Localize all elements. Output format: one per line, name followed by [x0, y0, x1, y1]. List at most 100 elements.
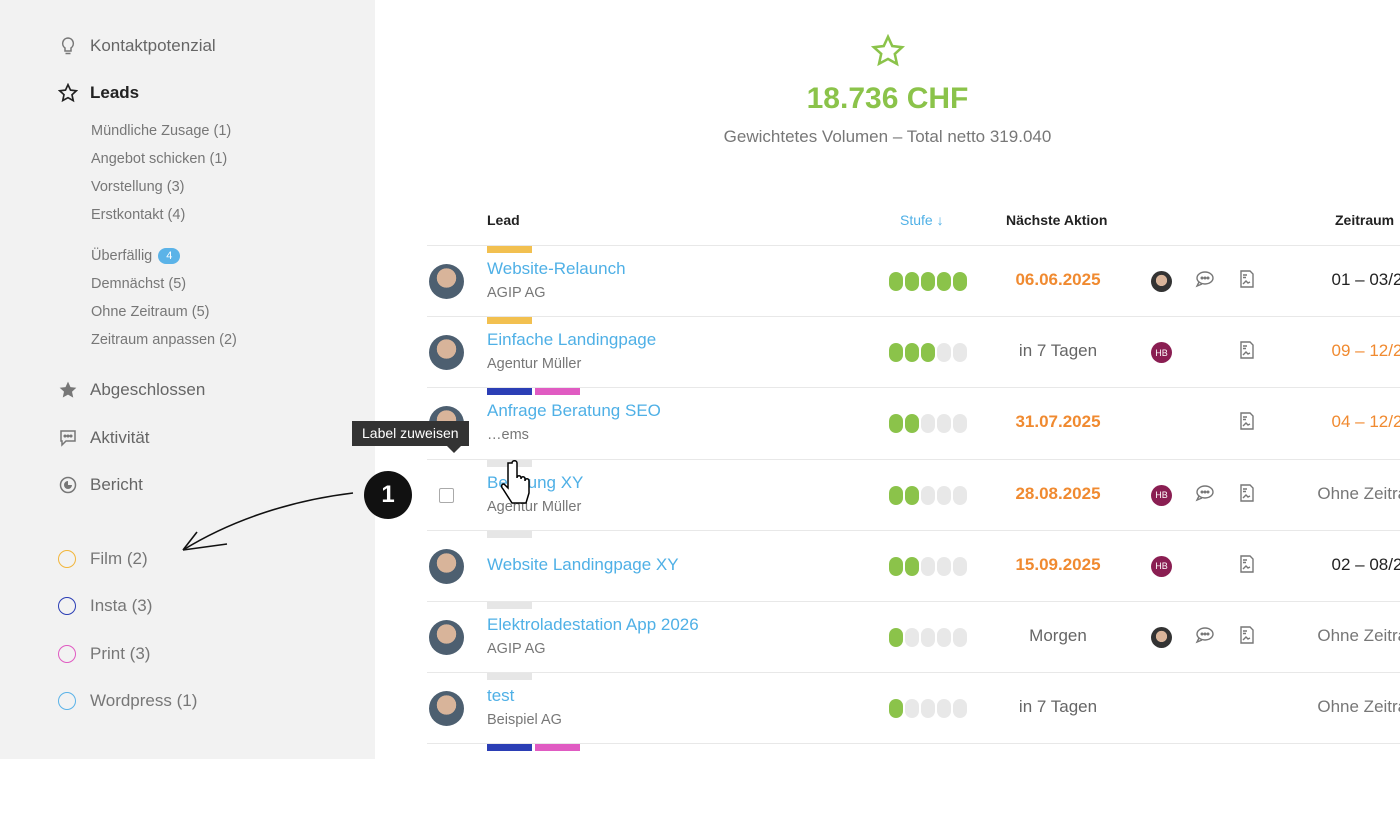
stage-indicator	[889, 414, 967, 434]
col-stufe[interactable]: Stufe ↓	[900, 212, 944, 228]
nav-abgeschlossen[interactable]: Abgeschlossen	[58, 380, 205, 400]
document-icon[interactable]	[1240, 626, 1254, 649]
col-zeitraum[interactable]: Zeitraum	[1335, 212, 1395, 228]
label-bar[interactable]	[487, 246, 532, 253]
stage-dot	[921, 628, 935, 647]
stage-indicator	[889, 556, 967, 576]
label-bars[interactable]	[487, 530, 532, 538]
lead-company: Agentur Müller	[487, 498, 582, 515]
lead-title[interactable]: Einfache Landingpage	[487, 330, 657, 350]
label-bars[interactable]	[487, 744, 580, 752]
filter-ueberfaellig[interactable]: Überfällig 4	[91, 248, 181, 265]
row-checkbox[interactable]	[439, 487, 454, 503]
comment-icon[interactable]	[1195, 270, 1215, 293]
chart-icon	[58, 475, 78, 495]
stage-dot	[937, 272, 951, 291]
filter-zeitraum-anpassen[interactable]: Zeitraum anpassen (2)	[91, 332, 237, 348]
user-avatar: HB	[1151, 484, 1172, 506]
nav-aktivitaet[interactable]: Aktivität	[58, 428, 150, 448]
lead-title[interactable]: Elektroladestation App 2026	[487, 615, 699, 634]
zeitraum: 09 – 12/2	[1331, 341, 1400, 361]
star-outline-icon	[58, 83, 78, 103]
label-bars[interactable]	[487, 388, 580, 396]
table-row[interactable]: Beratung XY Agentur Müller 28.08.2025 HB Ohn…	[427, 458, 1400, 531]
document-icon[interactable]	[1240, 483, 1254, 507]
table-row[interactable]: Anfrage Beratung SEO …ems 31.07.2025 04 – 1…	[427, 387, 1400, 459]
main: 18.736 CHF Gewichtetes Volumen – Total n…	[375, 0, 1400, 759]
stage-dot	[937, 699, 951, 719]
filter-demnaechst[interactable]: Demnächst (5)	[91, 276, 187, 292]
label-bar[interactable]	[535, 744, 580, 752]
lead-stage[interactable]: Mündliche Zusage (1)	[91, 123, 232, 139]
comment-icon[interactable]	[1195, 484, 1215, 507]
table-row[interactable]	[427, 743, 1400, 815]
lead-title[interactable]: test	[487, 686, 515, 706]
label-bars[interactable]	[487, 317, 532, 325]
stage-dot	[905, 272, 919, 291]
label-bar[interactable]	[535, 388, 580, 396]
stage-dot	[921, 485, 935, 505]
tag-insta[interactable]: Insta (3)	[58, 596, 152, 616]
stage-dot	[953, 556, 967, 576]
label-bar[interactable]	[487, 673, 532, 681]
stage-dot	[889, 485, 903, 505]
col-naechste-aktion[interactable]: Nächste Aktion	[1006, 212, 1108, 228]
label-bar[interactable]	[487, 602, 532, 609]
table-row[interactable]: test Beispiel AG in 7 Tagen Ohne Zeitrau	[427, 672, 1400, 744]
stage-indicator	[889, 485, 967, 505]
table-row[interactable]: Website-Relaunch AGIP AG 06.06.2025 01 – 03…	[427, 245, 1400, 317]
stage-dot	[889, 343, 903, 363]
document-icon[interactable]	[1240, 270, 1254, 293]
stage-dot	[921, 343, 935, 363]
lead-title[interactable]: Anfrage Beratung SEO	[487, 401, 661, 421]
lead-title[interactable]: Website Landingpage XY	[487, 554, 679, 574]
next-action: in 7 Tagen	[1018, 341, 1098, 361]
avatar	[429, 691, 464, 727]
stage-dot	[921, 272, 935, 291]
lead-stage[interactable]: Erstkontakt (4)	[91, 207, 186, 223]
stage-dot	[905, 699, 919, 719]
user-avatar: HB	[1151, 342, 1172, 364]
comment-icon[interactable]	[1195, 626, 1215, 649]
table-row[interactable]: Einfache Landingpage Agentur Müller in 7 T…	[427, 316, 1400, 388]
document-icon[interactable]	[1240, 412, 1254, 435]
label-bar[interactable]	[487, 530, 532, 538]
tag-print[interactable]: Print (3)	[58, 644, 150, 664]
weighted-volume: 18.736 CHF	[806, 82, 969, 115]
label-bar[interactable]	[487, 317, 532, 325]
stage-dot	[953, 699, 967, 719]
tag-color-icon	[58, 550, 76, 568]
nav-bericht[interactable]: Bericht	[58, 475, 143, 495]
filter-ohne-zeitraum[interactable]: Ohne Zeitraum (5)	[91, 304, 210, 320]
label-bars[interactable]	[487, 673, 532, 681]
stage-dot	[937, 485, 951, 505]
document-icon[interactable]	[1240, 555, 1254, 578]
tag-film[interactable]: Film (2)	[58, 549, 148, 569]
stage-dot	[953, 343, 967, 363]
zeitraum: 02 – 08/2	[1331, 554, 1400, 574]
label-bars[interactable]	[487, 602, 532, 609]
stage-dot	[889, 556, 903, 576]
table-row[interactable]: Elektroladestation App 2026 AGIP AG Morgen…	[427, 601, 1400, 673]
nav-kontaktpotenzial[interactable]: Kontaktpotenzial	[58, 36, 216, 56]
hand-cursor-icon	[500, 460, 530, 504]
lead-company: Beispiel AG	[487, 712, 562, 729]
table-row[interactable]: Website Landingpage XY 15.09.2025 HB 02 – 0…	[427, 529, 1400, 602]
document-icon[interactable]	[1240, 341, 1254, 364]
next-action: 31.07.2025	[1015, 412, 1101, 432]
lead-stage[interactable]: Angebot schicken (1)	[91, 151, 228, 167]
user-avatar	[1151, 271, 1172, 292]
lead-stage[interactable]: Vorstellung (3)	[91, 179, 185, 195]
label-bar[interactable]	[487, 388, 532, 396]
label-bar[interactable]	[487, 744, 532, 752]
tag-wordpress[interactable]: Wordpress (1)	[58, 691, 197, 711]
col-lead[interactable]: Lead	[487, 212, 520, 228]
label-bars[interactable]	[487, 246, 532, 253]
lead-title[interactable]: Website-Relaunch	[487, 259, 626, 278]
stage-dot	[953, 628, 967, 647]
stage-dot	[937, 556, 951, 576]
zeitraum: Ohne Zeitrau	[1317, 626, 1400, 645]
tooltip: Label zuweisen	[352, 421, 469, 453]
avatar	[429, 335, 464, 371]
nav-leads[interactable]: Leads	[58, 83, 139, 103]
